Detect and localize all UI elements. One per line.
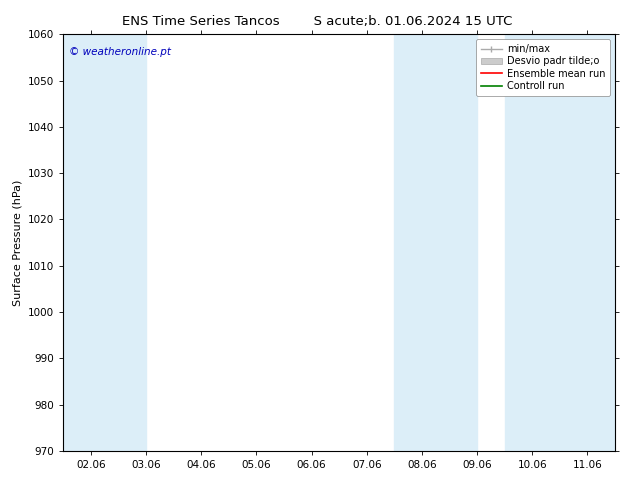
Text: ENS Time Series Tancos        S acute;b. 01.06.2024 15 UTC: ENS Time Series Tancos S acute;b. 01.06.… bbox=[122, 15, 512, 28]
Text: © weatheronline.pt: © weatheronline.pt bbox=[69, 47, 171, 57]
Y-axis label: Surface Pressure (hPa): Surface Pressure (hPa) bbox=[13, 179, 23, 306]
Legend: min/max, Desvio padr tilde;o, Ensemble mean run, Controll run: min/max, Desvio padr tilde;o, Ensemble m… bbox=[476, 39, 610, 96]
Bar bbox=[63, 34, 146, 451]
Bar bbox=[394, 34, 477, 451]
Bar bbox=[505, 34, 615, 451]
